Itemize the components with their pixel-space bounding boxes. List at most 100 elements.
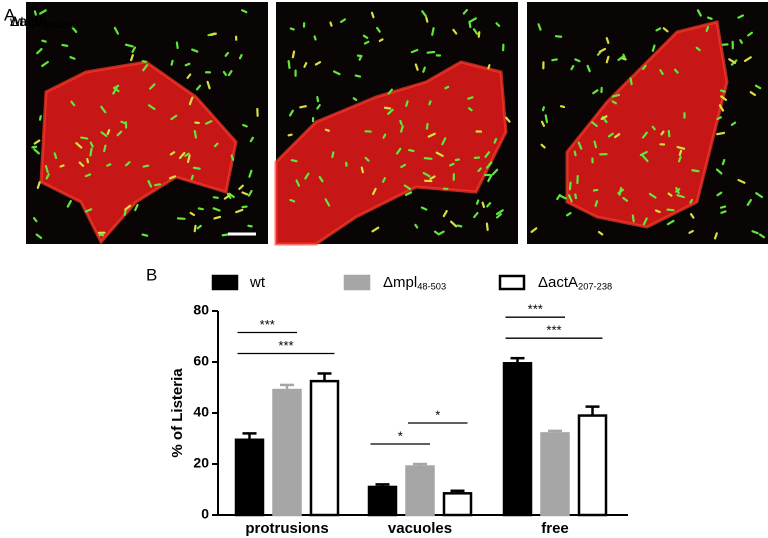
bacterium [495, 213, 502, 219]
bacterium [400, 163, 407, 169]
bacterium [617, 55, 625, 62]
bacterium [659, 69, 664, 76]
bacterium [134, 203, 139, 212]
bacterium [435, 151, 444, 157]
bacterium [378, 38, 384, 43]
bacterium [223, 194, 231, 200]
bacterium [221, 233, 230, 237]
bacterium [222, 70, 228, 76]
bacterium [574, 193, 578, 200]
bacterium [493, 137, 498, 144]
bacterium [147, 104, 156, 111]
legend-swatch [211, 274, 239, 291]
bacterium [131, 46, 137, 54]
bacterium [688, 229, 694, 234]
bacterium [227, 70, 233, 77]
bacterium [206, 80, 211, 90]
bacterium [491, 168, 499, 176]
bacterium [186, 154, 191, 164]
bacterium [495, 22, 501, 27]
bacterium [469, 17, 477, 23]
bacterium [103, 144, 107, 153]
label-main: ΔactA [538, 274, 578, 291]
bacterium [196, 224, 202, 230]
bacterium [142, 64, 149, 72]
bacterium [442, 210, 448, 218]
bacterium [597, 230, 604, 236]
bacterium [116, 130, 123, 137]
bar [502, 362, 533, 517]
bacterium [648, 192, 657, 199]
bacterium [678, 149, 683, 156]
bacterium [594, 200, 599, 207]
y-axis-label: % of Listeria [169, 368, 186, 458]
bacterium [404, 191, 413, 197]
bacterium [667, 129, 671, 138]
bar [234, 438, 265, 517]
bacterium [452, 28, 458, 35]
bacterium [716, 116, 722, 121]
legend-label: ΔactA207-238 [538, 274, 612, 292]
bacterium [676, 194, 685, 199]
bacterium [444, 85, 450, 90]
bacterium [614, 133, 621, 139]
label-subscript: 207-238 [47, 20, 79, 30]
bacterium [554, 35, 563, 38]
bacterium [354, 74, 362, 78]
bacterium [39, 9, 47, 15]
bacterium [559, 105, 566, 109]
bar [540, 432, 570, 517]
bacterium [324, 198, 331, 207]
bacterium [59, 164, 65, 168]
cell-actin [39, 60, 238, 245]
bacterium [716, 131, 726, 136]
bacterium [35, 233, 43, 239]
bacterium [720, 210, 727, 214]
cell-actin [276, 62, 506, 244]
bacterium [449, 162, 455, 167]
bacterium [124, 43, 134, 48]
bacterium [71, 26, 78, 33]
bacterium [486, 202, 492, 208]
bacterium [33, 139, 41, 145]
bacterium [423, 157, 433, 160]
bacterium [120, 120, 126, 125]
y-tick-label: 80 [193, 302, 209, 318]
bacterium [184, 62, 191, 67]
bacterium [577, 141, 583, 150]
bacterium [408, 148, 415, 153]
bacterium [739, 39, 744, 44]
bar [272, 388, 302, 517]
bacterium [425, 122, 429, 130]
bacterium [204, 120, 213, 125]
bacterium [197, 207, 204, 211]
bacterium [421, 10, 427, 18]
significance-label: *** [546, 323, 561, 338]
bacterium [80, 136, 89, 140]
bacterium [433, 230, 439, 235]
bacterium [288, 109, 294, 117]
bacterium [178, 151, 186, 160]
bar [577, 414, 608, 517]
bacterium [142, 164, 150, 168]
bacterium [437, 230, 445, 236]
bacterium [737, 14, 745, 19]
bacterium [44, 164, 49, 174]
bacterium [304, 172, 310, 180]
bacterium [485, 222, 489, 232]
bacterium [242, 123, 248, 128]
bacterium [695, 46, 701, 52]
bacterium [193, 224, 197, 233]
bacterium [212, 196, 219, 199]
bacterium [505, 116, 511, 123]
bacterium [426, 50, 436, 54]
bacterium [382, 177, 387, 183]
bacterium [291, 50, 296, 59]
bacterium [641, 131, 648, 139]
panel-label: B [146, 265, 157, 284]
bacterium [728, 58, 737, 64]
bacterium [473, 211, 479, 219]
bacterium [475, 199, 480, 205]
bacterium [676, 145, 686, 150]
